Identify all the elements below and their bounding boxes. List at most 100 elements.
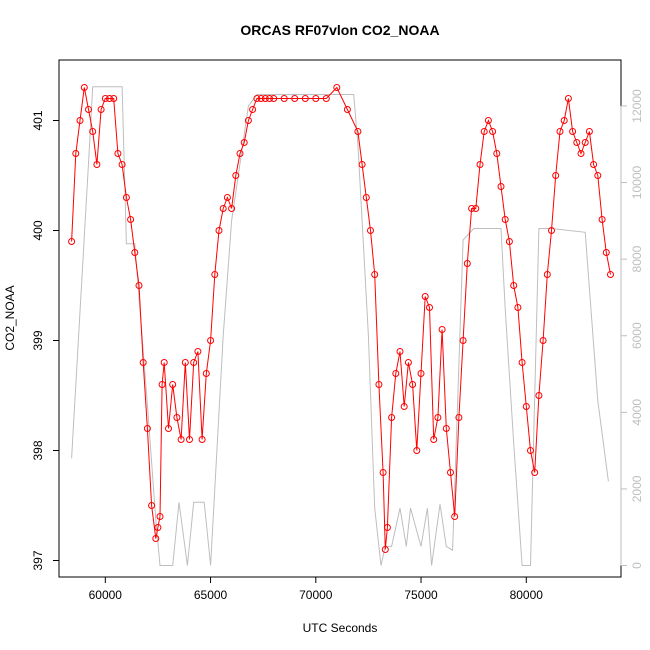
co2-point xyxy=(270,95,278,102)
co2-point xyxy=(535,392,543,399)
co2-point xyxy=(388,414,396,421)
co2-point xyxy=(322,95,330,102)
co2-point xyxy=(223,194,231,201)
co2-point xyxy=(240,139,248,146)
co2-point xyxy=(160,359,168,366)
y-tick-label: 400 xyxy=(31,220,45,240)
co2-point xyxy=(476,161,484,168)
co2-point xyxy=(413,447,421,454)
co2-point xyxy=(152,535,160,542)
co2-point xyxy=(215,227,223,234)
co2-point xyxy=(280,95,288,102)
co2-point xyxy=(333,84,341,91)
co2-point xyxy=(198,436,206,443)
co2-point xyxy=(607,271,614,278)
altitude-series xyxy=(71,86,609,566)
x-axis: 60000 65000 70000 75000 80000 xyxy=(89,577,544,602)
co2-point xyxy=(531,469,539,476)
co2-point xyxy=(510,282,518,289)
y-axis-label: CO2_NOAA xyxy=(3,285,17,350)
co2-point xyxy=(93,161,101,168)
co2-point xyxy=(417,370,425,377)
y2-tick-label: 6000 xyxy=(630,322,644,349)
co2-point xyxy=(186,436,193,443)
co2-point xyxy=(383,524,391,531)
y2-tick-label: 2000 xyxy=(630,475,644,502)
co2-point xyxy=(362,194,370,201)
co2-point xyxy=(253,95,261,102)
co2-point xyxy=(539,337,547,344)
x-tick-label: 65000 xyxy=(194,588,228,602)
co2-point xyxy=(194,348,202,355)
co2-point xyxy=(154,524,162,531)
x-tick-label: 75000 xyxy=(404,588,438,602)
co2-point xyxy=(548,227,555,234)
co2-point xyxy=(232,172,240,179)
co2-point xyxy=(72,150,80,157)
co2-point xyxy=(501,216,509,223)
co2-point xyxy=(602,249,610,256)
co2-point xyxy=(493,150,501,157)
co2-point xyxy=(594,172,602,179)
co2-point xyxy=(472,205,480,212)
co2-point xyxy=(505,238,513,245)
co2-point xyxy=(261,95,269,102)
co2-point xyxy=(219,205,227,212)
co2-point xyxy=(110,95,118,102)
co2-point xyxy=(244,117,252,124)
co2-point xyxy=(438,326,446,333)
y2-tick-label: 12000 xyxy=(630,89,644,123)
co2-point xyxy=(85,106,92,113)
co2-point xyxy=(106,95,113,102)
co2-point xyxy=(375,381,383,388)
co2-point xyxy=(392,370,400,377)
x-tick-label: 80000 xyxy=(510,588,544,602)
co2-point xyxy=(442,425,450,432)
x-tick-label: 60000 xyxy=(89,588,123,602)
co2-point xyxy=(564,95,572,102)
co2-point xyxy=(139,359,147,366)
co2-point xyxy=(169,381,177,388)
co2-point xyxy=(76,117,84,124)
co2-point xyxy=(430,436,438,443)
co2-point xyxy=(89,128,97,135)
co2-point xyxy=(177,436,185,443)
co2-point xyxy=(484,117,492,124)
co2-point xyxy=(489,128,497,135)
y-axis-left: 397 398 399 400 401 xyxy=(31,110,59,571)
co2-point xyxy=(97,106,105,113)
co2-point xyxy=(181,359,189,366)
y2-tick-label: 8000 xyxy=(630,245,644,272)
co2-point xyxy=(118,161,126,168)
co2-point xyxy=(400,403,408,410)
co2-point xyxy=(143,425,151,432)
co2-point xyxy=(211,271,219,278)
co2-point xyxy=(518,359,526,366)
co2-point xyxy=(480,128,488,135)
co2-point xyxy=(312,95,320,102)
y-tick-label: 401 xyxy=(31,110,45,130)
co2-point xyxy=(459,337,467,344)
co2-point xyxy=(135,282,143,289)
y-tick-label: 397 xyxy=(31,550,45,570)
y-tick-label: 399 xyxy=(31,330,45,350)
co2-point xyxy=(522,403,530,410)
co2-point xyxy=(409,381,417,388)
co2-point xyxy=(527,447,534,454)
y-axis-right: 0 2000 4000 6000 8000 10000 12000 xyxy=(620,89,644,569)
co2-point xyxy=(434,414,442,421)
y2-tick-label: 0 xyxy=(630,562,644,569)
chart-title: ORCAS RF07vlon CO2_NOAA xyxy=(240,22,439,38)
co2-point xyxy=(131,249,139,256)
co2-point xyxy=(371,271,379,278)
co2-point xyxy=(514,304,522,311)
co2-point xyxy=(190,359,198,366)
co2-point xyxy=(158,381,166,388)
co2-point xyxy=(573,139,581,146)
co2-point xyxy=(426,304,433,311)
co2-point xyxy=(396,348,404,355)
co2-line xyxy=(71,86,611,550)
y-tick-label: 398 xyxy=(31,440,45,460)
co2-point xyxy=(207,337,215,344)
